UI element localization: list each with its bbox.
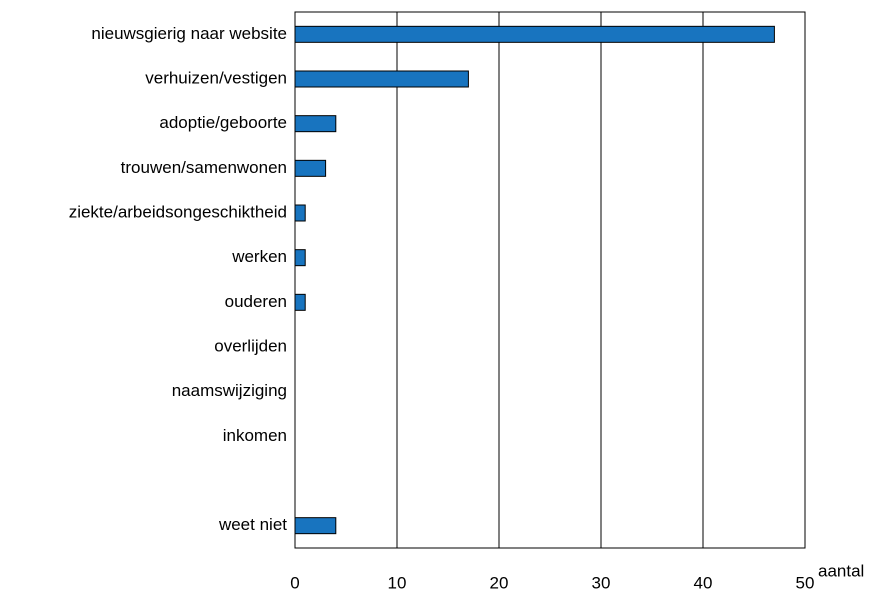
y-tick-label: werken — [231, 247, 287, 266]
y-tick-label: overlijden — [214, 336, 287, 355]
bar — [294, 249, 306, 267]
x-axis-label: aantal — [818, 561, 864, 580]
bar — [294, 517, 337, 535]
y-tick-label: inkomen — [223, 426, 287, 445]
y-tick-label: verhuizen/vestigen — [145, 68, 287, 87]
x-tick-label: 20 — [490, 573, 509, 592]
y-tick-label: trouwen/samenwonen — [121, 158, 287, 177]
bar — [294, 70, 469, 88]
bar — [294, 293, 306, 311]
y-tick-label: weet niet — [218, 515, 287, 534]
bar — [294, 159, 327, 177]
x-tick-label: 50 — [796, 573, 815, 592]
x-tick-label: 30 — [592, 573, 611, 592]
x-tick-label: 10 — [388, 573, 407, 592]
plot-frame — [294, 11, 806, 549]
y-tick-label: naamswijziging — [172, 381, 287, 400]
x-tick-label: 0 — [290, 573, 299, 592]
y-tick-label: ziekte/arbeidsongeschiktheid — [69, 202, 287, 221]
x-tick-label: 40 — [694, 573, 713, 592]
bar — [294, 204, 306, 222]
bar — [294, 115, 337, 133]
y-tick-label: nieuwsgierig naar website — [91, 24, 287, 43]
bar — [294, 25, 775, 43]
y-tick-label: adoptie/geboorte — [159, 113, 287, 132]
y-tick-label: ouderen — [225, 292, 287, 311]
